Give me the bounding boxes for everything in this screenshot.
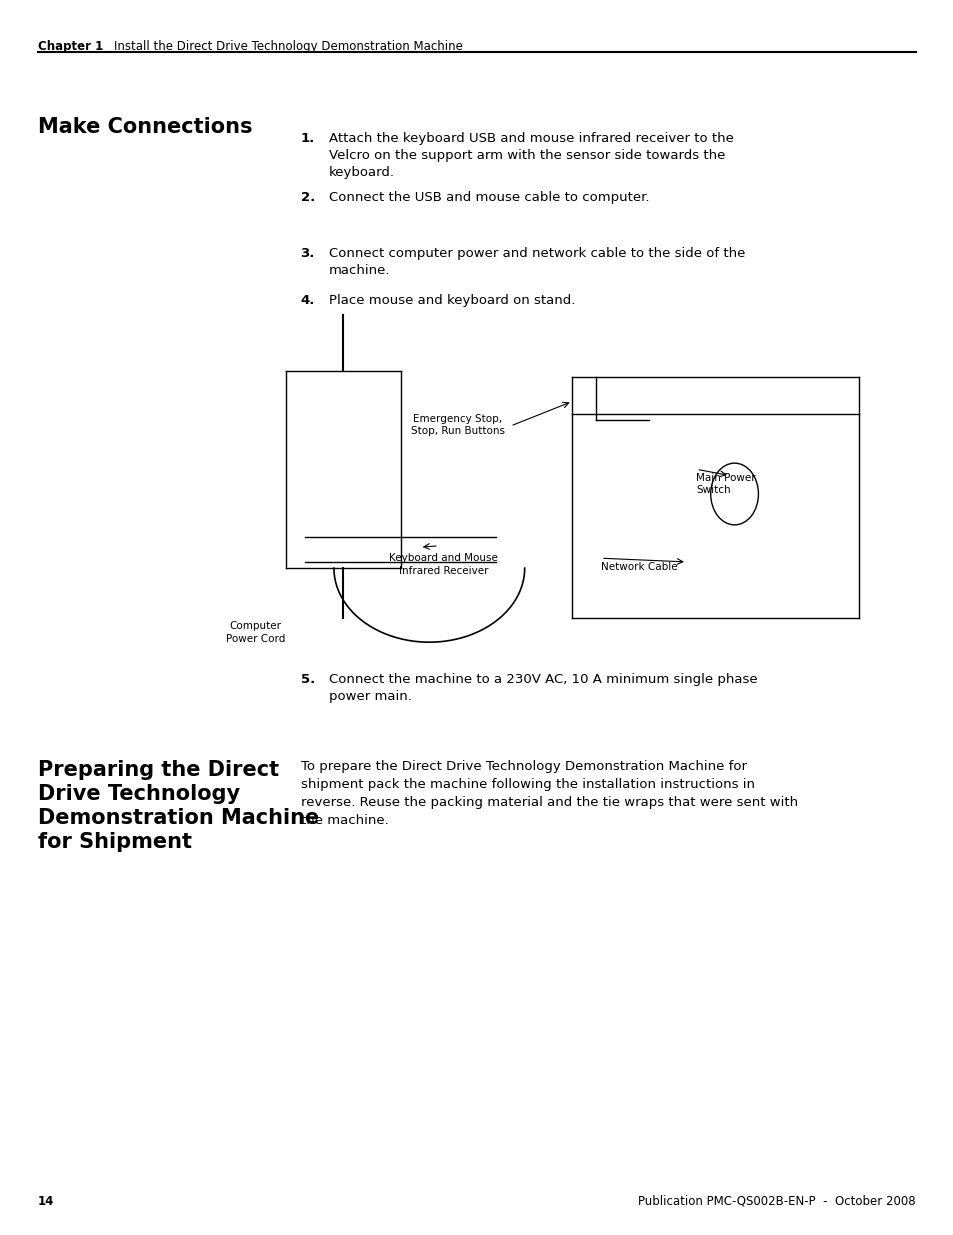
Text: Connect the USB and mouse cable to computer.: Connect the USB and mouse cable to compu…: [329, 191, 649, 205]
Text: Computer
Power Cord: Computer Power Cord: [226, 621, 285, 643]
Text: Install the Direct Drive Technology Demonstration Machine: Install the Direct Drive Technology Demo…: [114, 40, 463, 53]
Text: 5.: 5.: [300, 673, 314, 687]
Text: Network Cable: Network Cable: [600, 562, 677, 572]
Text: 14: 14: [38, 1194, 54, 1208]
Text: To prepare the Direct Drive Technology Demonstration Machine for
shipment pack t: To prepare the Direct Drive Technology D…: [300, 760, 797, 826]
Text: Main Power
Switch: Main Power Switch: [696, 473, 755, 495]
Text: Connect computer power and network cable to the side of the
machine.: Connect computer power and network cable…: [329, 247, 744, 277]
Text: Preparing the Direct
Drive Technology
Demonstration Machine
for Shipment: Preparing the Direct Drive Technology De…: [38, 760, 319, 851]
Text: Publication PMC-QS002B-EN-P  -  October 2008: Publication PMC-QS002B-EN-P - October 20…: [638, 1194, 915, 1208]
Text: 2.: 2.: [300, 191, 314, 205]
Text: 4.: 4.: [300, 294, 314, 308]
Text: Make Connections: Make Connections: [38, 117, 253, 137]
Text: 3.: 3.: [300, 247, 314, 261]
Text: Place mouse and keyboard on stand.: Place mouse and keyboard on stand.: [329, 294, 575, 308]
Text: Attach the keyboard USB and mouse infrared receiver to the
Velcro on the support: Attach the keyboard USB and mouse infrar…: [329, 132, 733, 179]
Text: Emergency Stop,
Stop, Run Buttons: Emergency Stop, Stop, Run Buttons: [411, 414, 504, 436]
Text: Connect the machine to a 230V AC, 10 A minimum single phase
power main.: Connect the machine to a 230V AC, 10 A m…: [329, 673, 757, 703]
Text: Chapter 1: Chapter 1: [38, 40, 103, 53]
Text: Keyboard and Mouse
Infrared Receiver: Keyboard and Mouse Infrared Receiver: [389, 553, 497, 576]
Text: 1.: 1.: [300, 132, 314, 146]
